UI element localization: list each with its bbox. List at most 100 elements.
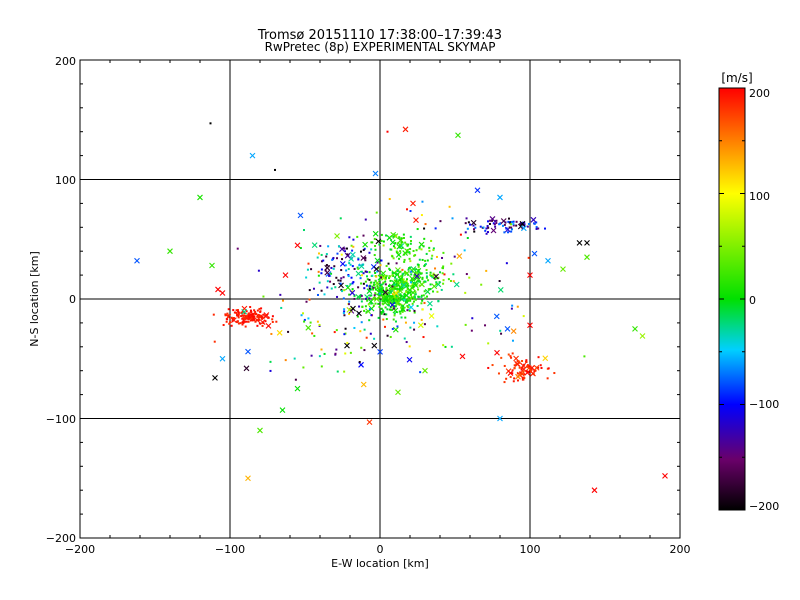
data-point (431, 274, 434, 277)
data-point (395, 272, 398, 275)
data-point (375, 211, 378, 214)
data-point (212, 313, 215, 316)
data-point (513, 367, 516, 370)
data-point (330, 287, 333, 290)
data-point (421, 299, 424, 302)
data-point (361, 305, 364, 308)
data-point (470, 329, 473, 332)
data-point-cross (241, 308, 248, 315)
data-point (364, 297, 367, 300)
data-point (344, 250, 347, 253)
data-point (325, 264, 328, 267)
data-point (269, 360, 272, 363)
data-point (368, 251, 371, 254)
data-point-cross (134, 257, 140, 264)
data-point (509, 222, 512, 225)
data-point (380, 294, 383, 297)
data-point (335, 276, 338, 279)
data-point (233, 311, 236, 314)
data-point (381, 302, 384, 305)
data-point (237, 310, 240, 313)
data-point (535, 226, 538, 229)
data-point (247, 320, 250, 323)
data-point (547, 367, 550, 370)
data-point-cross (282, 272, 289, 278)
data-point (240, 311, 243, 314)
data-point (487, 342, 490, 345)
data-point (330, 266, 333, 269)
data-point (467, 221, 470, 224)
data-point (269, 369, 272, 372)
data-point (311, 332, 314, 335)
data-point (316, 293, 319, 296)
colorbar-tick-label: 0 (749, 294, 756, 307)
data-point (342, 297, 345, 300)
data-point (385, 294, 388, 297)
data-point (300, 314, 303, 317)
data-point-cross (591, 487, 598, 494)
data-point (352, 238, 355, 241)
y-tick-label: 100 (55, 174, 76, 187)
data-point (449, 279, 452, 282)
data-point-cross (402, 126, 409, 133)
data-point (358, 264, 361, 267)
data-point (365, 275, 368, 278)
data-point-cross (395, 389, 401, 396)
data-point (405, 300, 408, 303)
data-point (247, 314, 250, 317)
data-point (434, 227, 437, 230)
data-point (404, 301, 407, 304)
data-point (395, 278, 398, 281)
data-point (388, 267, 391, 270)
data-point-cross (545, 257, 551, 264)
data-point (385, 318, 388, 321)
data-point (227, 308, 230, 311)
data-point (472, 228, 475, 231)
data-point (440, 288, 443, 291)
data-point-cross (294, 242, 301, 249)
data-point (383, 296, 386, 299)
data-point (373, 281, 376, 284)
data-point (484, 324, 487, 327)
data-point (510, 221, 513, 224)
data-point (405, 291, 408, 294)
data-point (464, 291, 467, 294)
data-point (525, 370, 528, 373)
data-point (323, 352, 326, 355)
data-point (498, 222, 501, 225)
data-point (418, 258, 421, 261)
data-point (346, 284, 349, 287)
data-point (380, 287, 383, 290)
data-point (425, 295, 428, 298)
data-point-cross (334, 233, 340, 239)
data-point-cross (415, 276, 422, 283)
data-point (398, 257, 401, 260)
data-point (428, 249, 431, 252)
data-point (373, 294, 376, 297)
data-point (385, 286, 388, 289)
data-point (374, 288, 377, 291)
data-point-cross (418, 241, 425, 248)
data-point (434, 274, 437, 277)
data-point (417, 295, 420, 298)
data-point (378, 279, 381, 282)
data-point (442, 265, 445, 268)
data-point (540, 366, 543, 369)
data-point (442, 282, 445, 285)
data-point (400, 240, 403, 243)
data-point (404, 321, 407, 324)
data-point (403, 294, 406, 297)
data-point (407, 268, 410, 271)
data-point (337, 279, 340, 282)
data-point (416, 263, 419, 266)
data-point (407, 306, 410, 309)
data-point-cross (424, 288, 431, 295)
data-point (317, 270, 320, 273)
data-point-cross (474, 187, 481, 194)
data-point (348, 262, 351, 265)
data-point-cross (400, 280, 407, 287)
data-point-cross (344, 342, 350, 349)
data-point-cross (358, 361, 364, 368)
data-point (522, 378, 525, 381)
data-point (344, 352, 347, 355)
